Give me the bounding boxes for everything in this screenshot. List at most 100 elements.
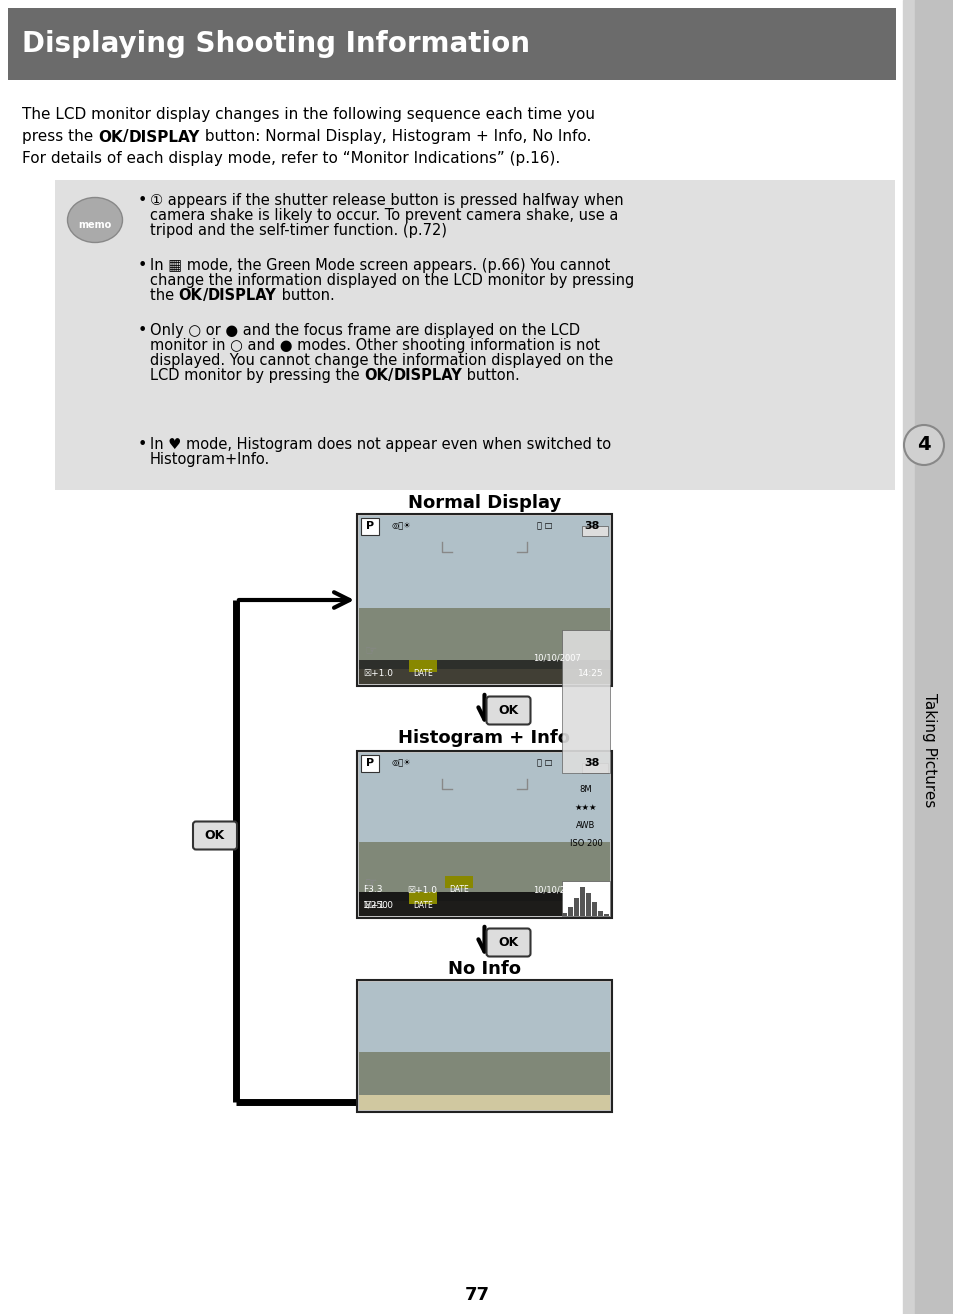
Text: /: / [388, 368, 393, 382]
Text: 38: 38 [583, 520, 599, 531]
Text: ◎⌛☀: ◎⌛☀ [392, 522, 412, 531]
Bar [356, 514, 612, 686]
Bar [55, 180, 894, 490]
Text: 14:25: 14:25 [578, 900, 603, 909]
Bar [561, 913, 566, 916]
Ellipse shape [68, 197, 122, 243]
Text: OK: OK [205, 829, 225, 842]
Text: Displaying Shooting Information: Displaying Shooting Information [22, 30, 530, 58]
Circle shape [903, 424, 943, 465]
Text: Normal Display: Normal Display [408, 494, 560, 512]
Text: Histogram + Info: Histogram + Info [398, 729, 570, 746]
Bar [360, 518, 378, 535]
Text: OK: OK [497, 936, 518, 949]
Text: •: • [138, 323, 147, 338]
Text: In ▦ mode, the Green Mode screen appears. (p.66) You cannot: In ▦ mode, the Green Mode screen appears… [150, 258, 610, 273]
Text: P: P [366, 520, 374, 531]
Text: the: the [150, 288, 178, 304]
Text: LCD monitor by pressing the: LCD monitor by pressing the [150, 368, 364, 382]
Bar [585, 894, 590, 916]
Text: change the information displayed on the LCD monitor by pressing: change the information displayed on the … [150, 273, 634, 288]
Bar [358, 753, 609, 842]
FancyBboxPatch shape [193, 821, 236, 849]
Text: tripod and the self-timer function. (p.72): tripod and the self-timer function. (p.7… [150, 223, 447, 238]
Text: In ♥ mode, Histogram does not appear even when switched to: In ♥ mode, Histogram does not appear eve… [150, 438, 611, 452]
Text: 77: 77 [464, 1286, 489, 1303]
Bar [592, 901, 597, 916]
Bar [914, 0, 953, 1314]
Text: 10/10/2007: 10/10/2007 [533, 653, 580, 662]
Text: •: • [138, 258, 147, 273]
Text: DISPLAY: DISPLAY [129, 130, 200, 145]
Text: 8M: 8M [579, 784, 592, 794]
Text: OK: OK [178, 288, 202, 304]
Bar [358, 753, 609, 773]
Text: 14:25: 14:25 [578, 669, 603, 678]
Text: displayed. You cannot change the information displayed on the: displayed. You cannot change the informa… [150, 353, 613, 368]
Bar [603, 915, 608, 916]
Bar [561, 880, 609, 916]
Bar [561, 629, 609, 773]
Text: For details of each display mode, refer to “Monitor Indications” (p.16).: For details of each display mode, refer … [22, 151, 559, 167]
Text: press the: press the [22, 130, 98, 145]
Text: button.: button. [276, 288, 335, 304]
Bar [358, 660, 609, 685]
Text: DISPLAY: DISPLAY [208, 288, 276, 304]
Text: DATE: DATE [449, 886, 468, 895]
Text: •: • [138, 438, 147, 452]
Bar [360, 756, 378, 773]
Text: The LCD monitor display changes in the following sequence each time you: The LCD monitor display changes in the f… [22, 108, 595, 122]
Bar [358, 516, 609, 536]
Bar [902, 0, 953, 1314]
FancyBboxPatch shape [486, 929, 530, 957]
Text: F3.3: F3.3 [363, 886, 382, 895]
Text: •: • [138, 193, 147, 208]
Bar [358, 516, 609, 608]
Text: ☒+1.0: ☒+1.0 [363, 669, 393, 678]
Bar [8, 8, 895, 80]
Text: DATE: DATE [413, 669, 433, 678]
Bar [358, 892, 609, 916]
Text: monitor in ○ and ● modes. Other shooting information is not: monitor in ○ and ● modes. Other shooting… [150, 338, 599, 353]
Bar [598, 911, 602, 916]
Bar [567, 907, 573, 916]
Text: ☞: ☞ [365, 643, 377, 657]
Text: OK: OK [497, 704, 518, 717]
Bar [358, 608, 609, 685]
Text: 10/10/2007: 10/10/2007 [533, 886, 580, 895]
Text: ☞: ☞ [365, 875, 377, 890]
Bar [581, 526, 607, 536]
Text: AWB: AWB [576, 820, 595, 829]
Bar [409, 892, 436, 904]
Bar [358, 901, 609, 916]
Text: DISPLAY: DISPLAY [393, 368, 462, 382]
Text: OK: OK [364, 368, 388, 382]
Text: /: / [123, 130, 129, 145]
Text: No Info: No Info [448, 961, 520, 978]
Text: button: Normal Display, Histogram + Info, No Info.: button: Normal Display, Histogram + Info… [200, 130, 591, 145]
Bar [444, 876, 473, 888]
Text: OK: OK [98, 130, 123, 145]
Bar [358, 1095, 609, 1110]
Bar [356, 752, 612, 918]
Text: 4: 4 [916, 435, 930, 455]
Text: button.: button. [462, 368, 519, 382]
Text: ◎⌛☀: ◎⌛☀ [392, 758, 412, 767]
Text: DATE: DATE [413, 900, 433, 909]
Bar [581, 763, 607, 773]
Bar [358, 842, 609, 916]
Text: ☒+1.0: ☒+1.0 [407, 886, 436, 895]
Text: P: P [366, 758, 374, 767]
Text: ⌕ □: ⌕ □ [537, 522, 552, 531]
Bar [574, 897, 578, 916]
Text: ☒+1.0: ☒+1.0 [363, 900, 393, 909]
Bar [358, 1053, 609, 1110]
Text: Histogram+Info.: Histogram+Info. [150, 452, 270, 466]
Text: camera shake is likely to occur. To prevent camera shake, use a: camera shake is likely to occur. To prev… [150, 208, 618, 223]
Text: ⌕ □: ⌕ □ [537, 758, 552, 767]
Bar [358, 669, 609, 685]
Text: ★★★: ★★★ [574, 803, 597, 812]
Text: Taking Pictures: Taking Pictures [922, 692, 937, 807]
Text: ISO 200: ISO 200 [569, 838, 601, 848]
Bar [358, 892, 561, 916]
